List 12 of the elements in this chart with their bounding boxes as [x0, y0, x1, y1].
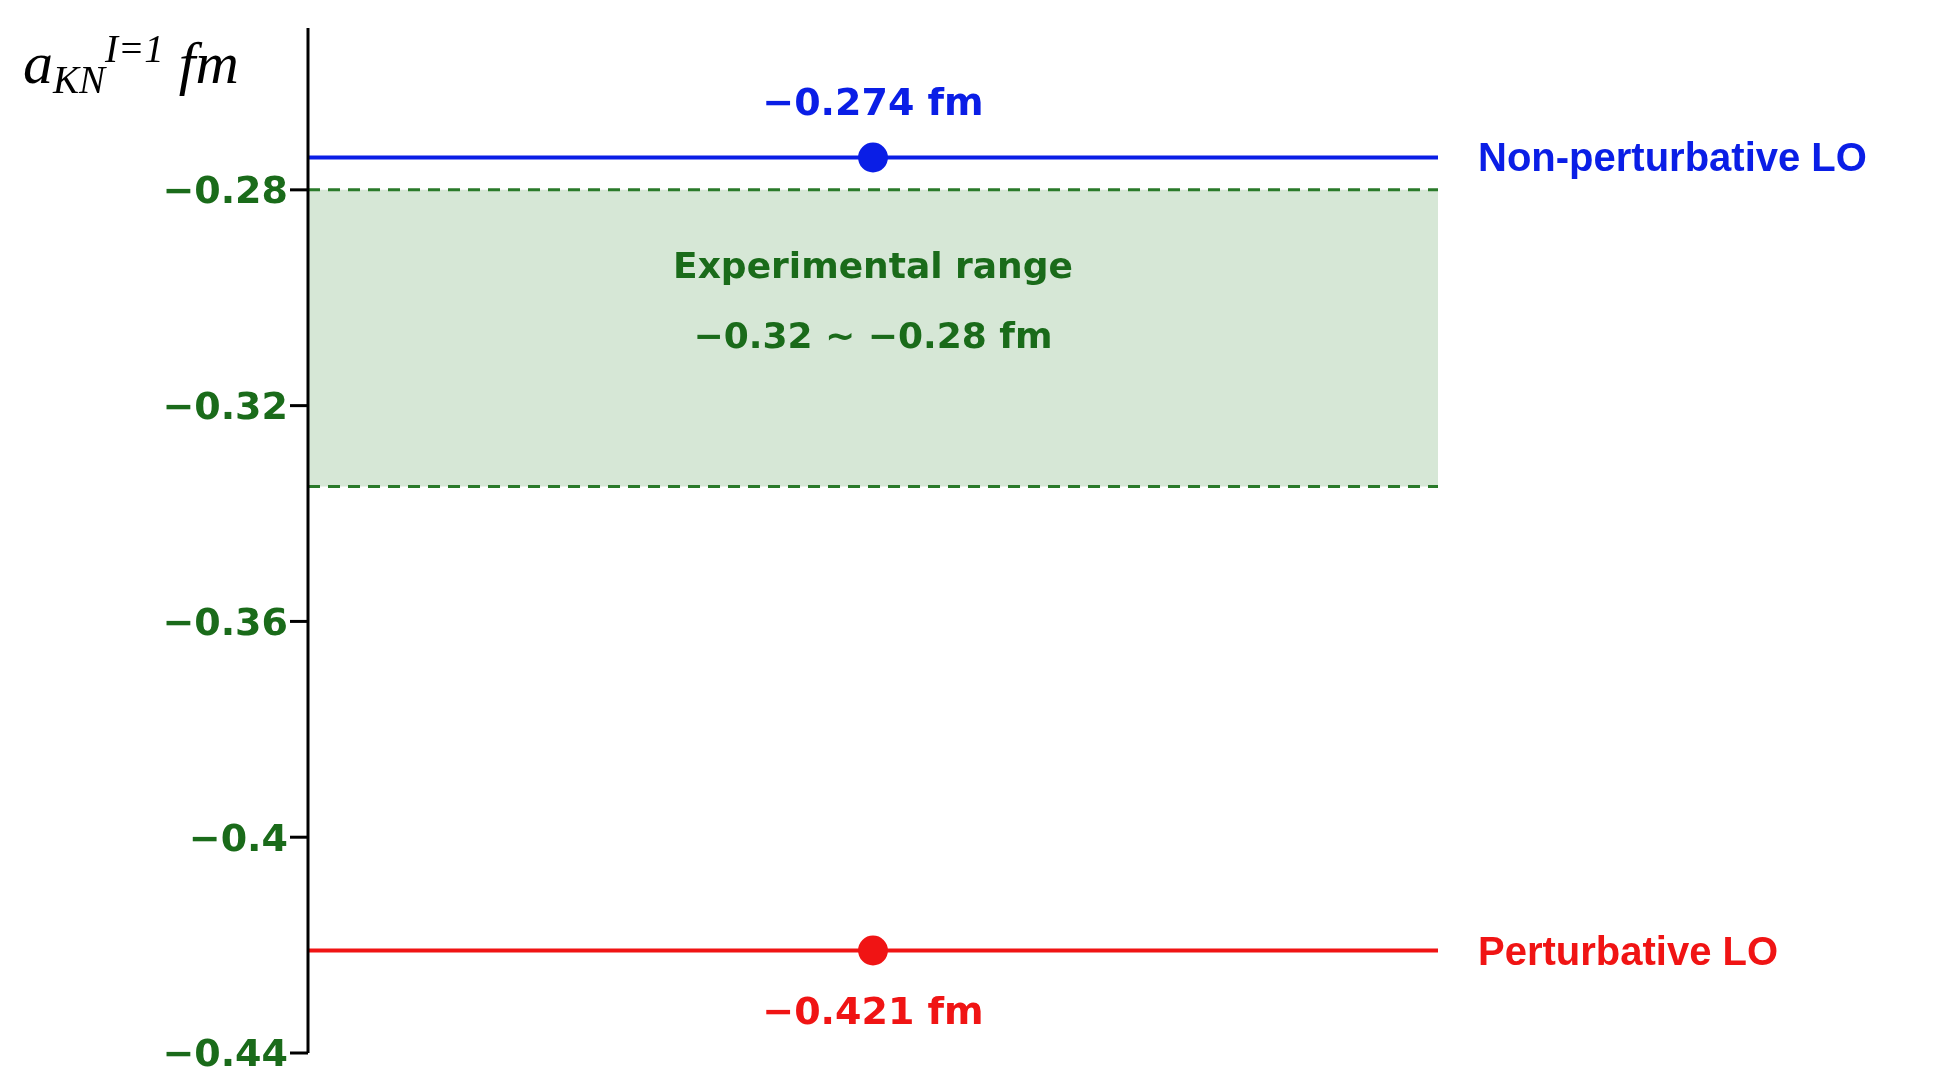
- data-label: −0.421 fm: [762, 988, 984, 1033]
- y-tick-label: −0.32: [162, 384, 288, 429]
- data-label: −0.274 fm: [762, 80, 984, 125]
- y-tick-label: −0.44: [162, 1031, 288, 1076]
- y-tick-label: −0.36: [162, 599, 288, 644]
- y-tick-label: −0.28: [162, 168, 288, 213]
- y-axis-title: a$_{KN}$$^{I=1}$ fm: [23, 26, 239, 101]
- annotation: −0.32 ∼ −0.28 fm: [693, 315, 1053, 357]
- ref-line-label: Perturbative LO: [1478, 928, 1779, 973]
- y-tick-label: −0.4: [188, 815, 288, 860]
- ref-line-label: Non-perturbative LO: [1478, 135, 1867, 180]
- band-label: Experimental range: [673, 245, 1073, 287]
